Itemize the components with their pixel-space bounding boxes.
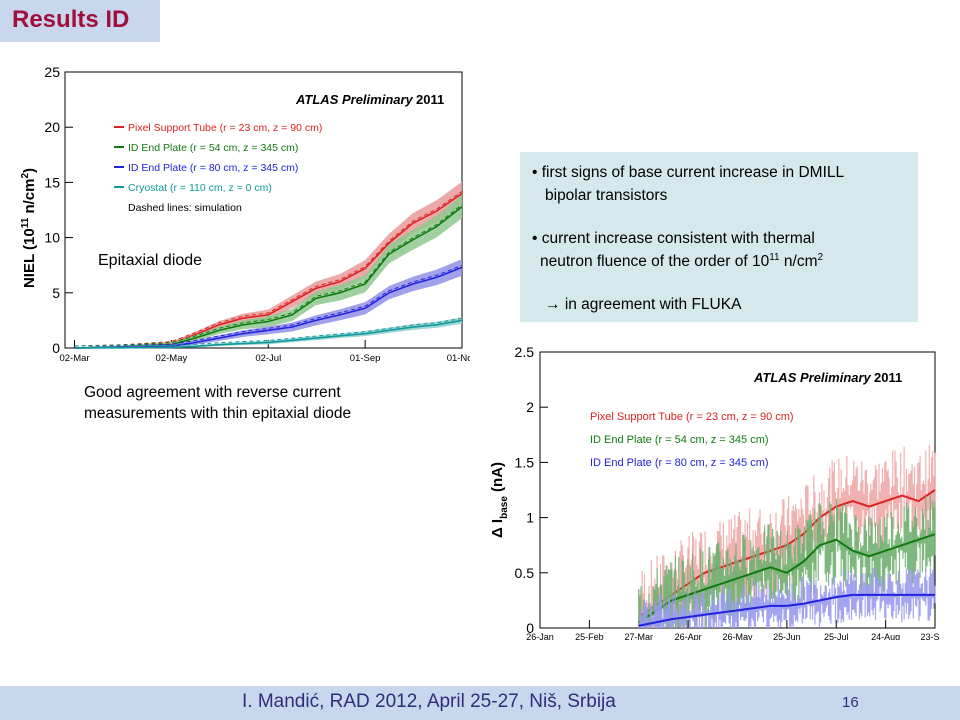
bullet-box: • first signs of base current increase i… [520, 152, 918, 322]
ibase-x-tick-label: 25-Jun [773, 632, 801, 640]
ibase-year-label: 2011 [874, 370, 902, 385]
bullet-3: → in agreement with FLUKA [545, 296, 742, 313]
footer-citation: I. Mandić, RAD 2012, April 25-27, Niš, S… [242, 691, 616, 712]
niel-sim-line-2 [74, 264, 463, 347]
niel-y-tick-label: 10 [44, 230, 60, 246]
niel-y-tick-label: 0 [52, 340, 60, 356]
ibase-legend-pixel: Pixel Support Tube (r = 23 cm, z = 90 cm… [590, 411, 794, 423]
niel-inner-label: Epitaxial diode [98, 252, 202, 269]
ibase-x-tick-label: 24-Aug [871, 632, 900, 640]
niel-x-tick-label: 02-Mar [59, 353, 89, 364]
ibase-series-line-2 [638, 593, 935, 627]
footer-bar: I. Mandić, RAD 2012, April 25-27, Niš, S… [0, 686, 960, 720]
niel-series-line-2 [74, 266, 463, 349]
niel-series-line-1 [74, 206, 463, 349]
bullet-2-line-1: • current increase consistent with therm… [532, 230, 815, 247]
ibase-legend-id54: ID End Plate (r = 54 cm, z = 345 cm) [590, 434, 769, 446]
ibase-y-tick-label: 0 [526, 620, 534, 636]
ibase-y-tick-label: 2 [526, 399, 534, 415]
niel-chart: NIEL (1011 n/cm2) ATLAS Preliminary 2011… [10, 60, 478, 370]
ibase-legend-id80: ID End Plate (r = 80 cm, z = 345 cm) [590, 457, 769, 469]
caption-line-2: measurements with thin epitaxial diode [84, 405, 352, 422]
bullet-2-line-2: neutron fluence of the order of 1011 n/c… [540, 252, 824, 271]
niel-band-1 [74, 195, 462, 348]
niel-y-tick-label: 20 [44, 119, 60, 135]
slide-title: Results ID [12, 6, 130, 33]
ibase-x-tick-label: 25-Feb [575, 632, 604, 640]
niel-y-tick-label: 25 [44, 64, 60, 80]
niel-band-2 [74, 259, 462, 348]
niel-legend-id80: ID End Plate (r = 80 cm, z = 345 cm) [128, 162, 298, 174]
caption-line-1: Good agreement with reverse current [84, 384, 341, 401]
title-banner: Results ID [0, 0, 160, 42]
ibase-y-tick-label: 1 [526, 510, 534, 526]
bullet-1-line-2: bipolar transistors [545, 187, 668, 204]
niel-y-axis-label: NIEL (1011 n/cm2) [20, 168, 38, 288]
niel-x-tick-label: 02-Jul [255, 353, 281, 364]
niel-x-tick-label: 02-May [156, 353, 188, 364]
ibase-y-tick-label: 2.5 [515, 344, 535, 360]
caption: Good agreement with reverse current meas… [84, 382, 351, 424]
ibase-series-spread-1 [638, 494, 936, 628]
ibase-x-tick-label: 25-Jul [824, 632, 849, 640]
bullet-1-line-1: • first signs of base current increase i… [532, 164, 845, 181]
niel-plot-frame [64, 71, 463, 349]
ibase-y-tick-label: 1.5 [515, 454, 535, 470]
niel-series-line-3 [74, 319, 463, 349]
ibase-chart-svg: Δ Ibase (nA) ATLAS Preliminary 2011 Pixe… [489, 344, 950, 642]
ibase-x-tick-label: 26-Jan [526, 632, 554, 640]
ibase-chart: Δ Ibase (nA) ATLAS Preliminary 2011 Pixe… [480, 340, 950, 642]
page-number: 16 [842, 694, 859, 711]
ibase-y-tick-label: 0.5 [515, 565, 535, 581]
ibase-x-tick-label: 26-May [722, 632, 753, 640]
niel-sim-line-1 [74, 204, 463, 347]
niel-atlas-label: ATLAS Preliminary [295, 92, 414, 107]
niel-y-tick-label: 15 [44, 174, 60, 190]
niel-chart-svg: NIEL (1011 n/cm2) ATLAS Preliminary 2011… [20, 64, 478, 364]
niel-year-label: 2011 [416, 92, 444, 107]
niel-x-tick-label: 01-Sep [350, 353, 381, 364]
niel-legend-id54: ID End Plate (r = 54 cm, z = 345 cm) [128, 142, 298, 154]
arrow-icon: → [545, 296, 561, 313]
ibase-y-axis-label: Δ Ibase (nA) [489, 462, 510, 538]
niel-legend-note: Dashed lines: simulation [128, 202, 242, 214]
ibase-x-tick-label: 23-Sep [920, 632, 940, 640]
niel-sim-line-0 [74, 191, 463, 347]
ibase-x-tick-label: 27-Mar [624, 632, 653, 640]
niel-y-tick-label: 5 [52, 285, 60, 301]
niel-legend-cryostat: Cryostat (r = 110 cm, z = 0 cm) [128, 182, 272, 194]
ibase-atlas-label: ATLAS Preliminary [753, 370, 872, 385]
niel-x-tick-label: 01-Nov [447, 353, 470, 364]
niel-legend-pixel: Pixel Support Tube (r = 23 cm, z = 90 cm… [128, 122, 322, 134]
niel-sim-line-3 [74, 317, 463, 347]
ibase-x-tick-label: 26-Apr [675, 632, 702, 640]
